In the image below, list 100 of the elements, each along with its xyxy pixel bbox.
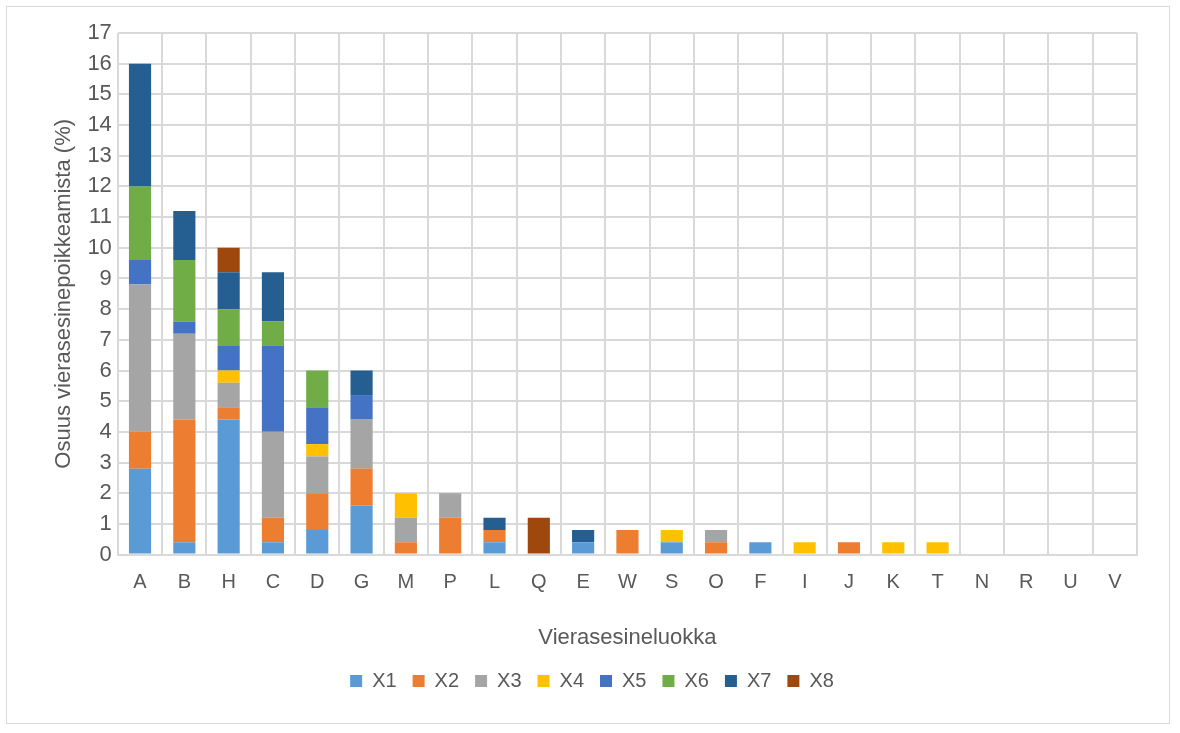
y-tick-label: 12	[87, 172, 112, 198]
x-tick-label: J	[843, 570, 854, 593]
bar	[217, 407, 240, 420]
bar	[173, 542, 196, 554]
x-tick-label: L	[488, 570, 501, 593]
x-tick-label: N	[974, 570, 990, 593]
bar	[572, 542, 595, 554]
legend-label: X3	[497, 668, 522, 691]
bar	[660, 542, 683, 554]
bar	[173, 260, 196, 322]
y-tick-label: 2	[99, 479, 112, 505]
bar	[128, 186, 152, 261]
x-tick-label: R	[1019, 570, 1034, 593]
bar	[261, 517, 285, 543]
x-tick-label: S	[665, 570, 679, 593]
x-tick-label: A	[133, 570, 148, 593]
x-tick-label: I	[801, 570, 808, 593]
bar	[483, 530, 506, 543]
bar	[439, 493, 462, 518]
x-tick-label: V	[1108, 570, 1123, 593]
bar	[128, 431, 152, 469]
y-tick-label: 9	[99, 264, 112, 290]
x-tick-label: C	[265, 570, 281, 593]
bar	[261, 431, 285, 518]
bar	[173, 321, 196, 334]
bar	[660, 530, 683, 543]
y-tick-label: 13	[87, 141, 112, 167]
bar	[306, 493, 329, 531]
bar	[394, 493, 417, 518]
bar	[173, 210, 196, 261]
x-axis-title: Vierasesineluokka	[538, 623, 718, 649]
bar	[261, 542, 285, 554]
x-tick-label: F	[754, 570, 767, 593]
x-tick-label: D	[310, 570, 325, 593]
bar	[306, 456, 329, 494]
bar	[217, 345, 240, 371]
bar	[128, 63, 152, 187]
x-tick-label: Q	[531, 570, 547, 593]
bar	[394, 542, 417, 554]
y-tick-label: 3	[99, 448, 112, 474]
x-tick-label: T	[931, 570, 944, 593]
bar	[173, 419, 196, 543]
bar	[217, 382, 240, 408]
bar	[572, 530, 595, 543]
y-tick-label: 4	[99, 417, 112, 443]
y-tick-label: 11	[89, 203, 112, 229]
bar	[793, 542, 816, 554]
x-tick-label: P	[443, 570, 457, 593]
bar	[261, 272, 285, 322]
y-tick-label: 16	[87, 49, 112, 75]
bar	[350, 468, 373, 506]
bar	[173, 333, 196, 420]
bar	[128, 468, 152, 554]
bar	[306, 407, 329, 445]
bar	[261, 345, 285, 432]
bar	[128, 260, 152, 285]
bar	[350, 370, 373, 396]
bar	[350, 505, 373, 554]
bar	[439, 517, 462, 554]
bar	[616, 530, 639, 554]
bar	[483, 542, 506, 554]
x-tick-label: M	[397, 570, 415, 593]
bar	[261, 321, 285, 346]
bar	[217, 247, 240, 273]
y-tick-label: 0	[99, 540, 112, 566]
y-tick-label: 8	[99, 295, 112, 321]
legend-label: X8	[809, 668, 834, 691]
y-tick-label: 17	[87, 19, 112, 45]
y-tick-label: 5	[99, 387, 112, 413]
bar	[483, 517, 506, 531]
x-tick-label: B	[177, 570, 192, 593]
x-tick-label: G	[353, 570, 370, 593]
legend-label: X1	[372, 668, 397, 691]
legend-label: X7	[746, 668, 772, 691]
bar	[217, 309, 240, 346]
bar	[217, 419, 240, 554]
x-tick-label: O	[708, 570, 724, 593]
y-tick-label: 10	[87, 233, 112, 259]
legend-label: X5	[622, 668, 647, 691]
bar	[306, 530, 329, 554]
bar	[350, 419, 373, 469]
bar	[749, 542, 772, 554]
bar	[882, 542, 905, 554]
bar	[527, 517, 550, 554]
bar	[217, 370, 240, 383]
legend-label: X6	[684, 668, 709, 691]
bar	[704, 542, 728, 554]
bar	[306, 444, 329, 457]
bar	[926, 542, 949, 554]
y-tick-label: 6	[99, 356, 112, 382]
x-tick-label: H	[221, 570, 236, 593]
bar	[128, 284, 152, 432]
y-tick-label: 7	[99, 325, 112, 351]
y-axis-title: Osuus vierasesinepoikkeamista (%)	[50, 118, 76, 469]
bar	[394, 517, 417, 543]
bar	[350, 395, 373, 420]
x-tick-label: K	[886, 570, 901, 593]
x-tick-label: U	[1063, 570, 1078, 593]
bar	[306, 370, 329, 408]
legend-label: X2	[434, 668, 460, 691]
